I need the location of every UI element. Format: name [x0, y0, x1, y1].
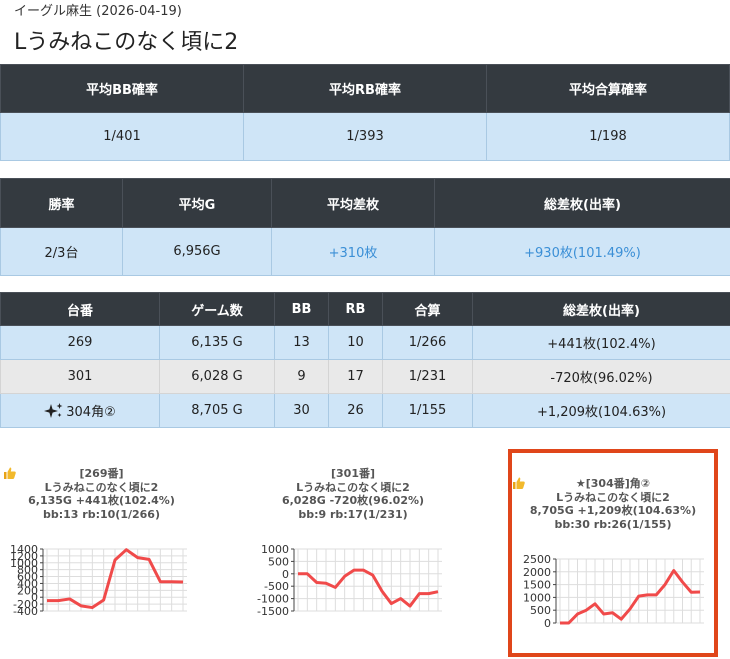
- avg-bb-value: 1/401: [0, 112, 244, 161]
- header-avg-combined: 平均合算確率: [486, 64, 730, 113]
- y-tick-label: -400: [13, 605, 38, 618]
- chart-title-result: 6,028G -720枚(96.02%): [281, 494, 425, 507]
- avg-games-value: 6,956G: [122, 227, 272, 276]
- header-games: ゲーム数: [159, 292, 275, 326]
- y-tick-label: 0: [544, 617, 551, 630]
- summary-table: 勝率 平均G 平均差枚 総差枚(出率) 2/3台 6,956G +310枚 +9…: [0, 178, 730, 276]
- y-tick-label: 0: [31, 591, 38, 604]
- rb-value: 26: [328, 393, 383, 428]
- header-avg-games: 平均G: [122, 178, 272, 228]
- series-line: [47, 548, 184, 610]
- chart-title-machine: [301番]: [330, 467, 376, 480]
- y-tick-label: -1000: [257, 593, 289, 606]
- games-value: 6,135 G: [159, 325, 275, 360]
- y-tick-label: -200: [13, 598, 38, 611]
- header-rb: RB: [328, 292, 383, 326]
- games-value: 8,705 G: [159, 393, 275, 428]
- y-tick-label: 800: [17, 564, 38, 577]
- bb-value: 9: [274, 359, 329, 394]
- y-tick-label: 2000: [523, 566, 551, 579]
- diff-value: -720枚(96.02%): [472, 359, 730, 394]
- series-line: [298, 568, 439, 608]
- chart-title-result: 6,135G +441枚(102.4%): [28, 494, 175, 507]
- header-avg-diff: 平均差枚: [271, 178, 435, 228]
- header-total-diff: 総差枚(出率): [472, 292, 730, 326]
- y-tick-label: 1200: [10, 550, 38, 563]
- rb-value: 10: [328, 325, 383, 360]
- machine-table: 台番 ゲーム数 BB RB 合算 総差枚(出率) 269 6,135 G 13 …: [0, 292, 730, 428]
- bb-value: 30: [274, 393, 329, 428]
- thumbs-up-icon: [513, 477, 525, 489]
- y-tick-label: -1500: [257, 605, 289, 618]
- chart-title-model: Lうみねこのなく頃に2: [556, 490, 670, 504]
- chart-card-301[interactable]: [301番] Lうみねこのなく頃に2 6,028G -720枚(96.02%) …: [254, 446, 452, 643]
- y-tick-label: 400: [17, 577, 38, 590]
- y-tick-label: 600: [17, 571, 38, 584]
- page-title: Lうみねこのなく頃に2: [14, 30, 239, 55]
- y-tick-label: -500: [264, 580, 289, 593]
- header-avg-bb: 平均BB確率: [0, 64, 244, 113]
- header-total-diff: 総差枚(出率): [434, 178, 730, 228]
- y-tick-label: 500: [268, 555, 289, 568]
- y-tick-label: 200: [17, 584, 38, 597]
- bb-value: 13: [274, 325, 329, 360]
- chart-card-269[interactable]: [269番] Lうみねこのなく頃に2 6,135G +441枚(102.4%) …: [3, 446, 200, 643]
- header-avg-rb: 平均RB確率: [243, 64, 487, 113]
- machine-number[interactable]: 301: [0, 359, 160, 394]
- total-diff-value: +930枚(101.49%): [434, 227, 730, 276]
- header-win-rate: 勝率: [0, 178, 123, 228]
- machine-number[interactable]: 269: [0, 325, 160, 360]
- page-subtitle: イーグル麻生 (2026-04-19): [14, 4, 182, 19]
- y-tick-label: 0: [282, 568, 289, 581]
- diff-value: +441枚(102.4%): [472, 325, 730, 360]
- y-tick-label: 1400: [10, 545, 38, 556]
- table-row[interactable]: 269 6,135 G 13 10 1/266 +441枚(102.4%): [0, 325, 730, 360]
- chart-title-machine: [269番]: [79, 467, 124, 480]
- machine-number: 304角②: [66, 405, 116, 420]
- chart-title-bonus: bb:9 rb:17(1/231): [298, 507, 408, 521]
- chart-title-model: Lうみねこのなく頃に2: [44, 480, 159, 494]
- sparkle-icon: [44, 403, 63, 418]
- header-machine-number: 台番: [0, 292, 160, 326]
- y-tick-label: 500: [530, 604, 551, 617]
- series-line: [560, 569, 701, 625]
- games-value: 6,028 G: [159, 359, 275, 394]
- chart-title-bonus: bb:30 rb:26(1/155): [554, 517, 672, 531]
- avg-diff-value: +310枚: [271, 227, 435, 276]
- combined-value: 1/266: [382, 325, 473, 360]
- y-tick-label: 2500: [523, 555, 551, 566]
- combined-value: 1/155: [382, 393, 473, 428]
- diff-value: +1,209枚(104.63%): [472, 393, 730, 428]
- header-combined: 合算: [382, 292, 473, 326]
- table-row[interactable]: 301 6,028 G 9 17 1/231 -720枚(96.02%): [0, 359, 730, 394]
- chart-title-machine: ★[304番]角②: [575, 477, 651, 490]
- probability-table: 平均BB確率 平均RB確率 平均合算確率 1/401 1/393 1/198: [0, 64, 730, 161]
- chart-title-model: Lうみねこのなく頃に2: [296, 480, 410, 494]
- avg-rb-value: 1/393: [243, 112, 487, 161]
- y-tick-label: 1500: [523, 579, 551, 592]
- y-tick-label: 1000: [10, 557, 38, 570]
- thumbs-up-icon: [4, 467, 16, 479]
- table-row[interactable]: 304角② 8,705 G 30 26 1/155 +1,209枚(104.63…: [0, 393, 730, 428]
- combined-value: 1/231: [382, 359, 473, 394]
- rb-value: 17: [328, 359, 383, 394]
- y-tick-label: 1000: [523, 591, 551, 604]
- win-rate-value: 2/3台: [0, 227, 123, 276]
- avg-combined-value: 1/198: [486, 112, 730, 161]
- chart-title-result: 8,705G +1,209枚(104.63%): [529, 504, 697, 517]
- header-bb: BB: [274, 292, 329, 326]
- machine-number-cell[interactable]: 304角②: [0, 393, 160, 428]
- chart-card-304[interactable]: ★[304番]角② Lうみねこのなく頃に2 8,705G +1,209枚(104…: [508, 449, 718, 657]
- y-tick-label: 1000: [261, 545, 289, 556]
- chart-title-bonus: bb:13 rb:10(1/266): [43, 507, 160, 521]
